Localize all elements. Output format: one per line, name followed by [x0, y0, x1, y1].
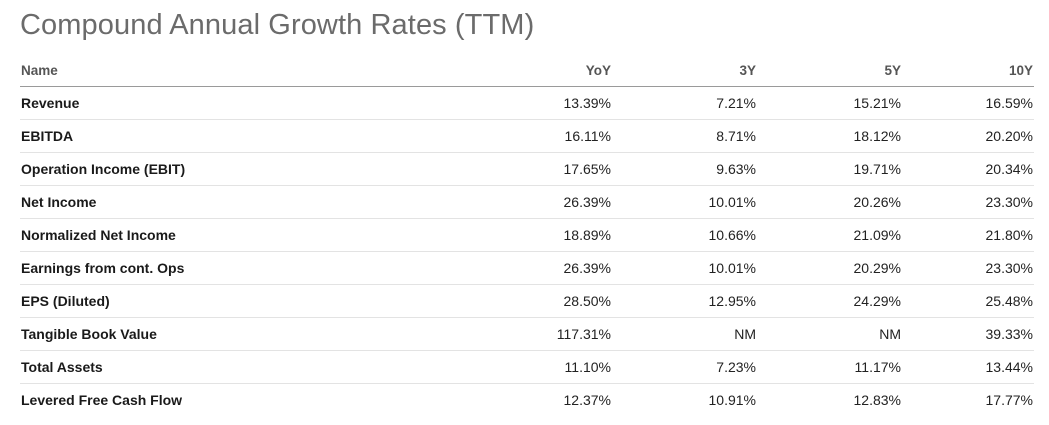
row-label: Levered Free Cash Flow	[21, 392, 183, 408]
row-label: EBITDA	[21, 128, 74, 144]
table-row: Operation Income (EBIT) 17.65% 9.63% 19.…	[20, 153, 1034, 186]
table-row: Tangible Book Value 117.31% NM NM 39.33%	[20, 318, 1034, 351]
value-yoy: 16.11%	[564, 128, 611, 144]
value-5y: 20.29%	[853, 260, 901, 276]
value-3y: 7.23%	[716, 359, 756, 375]
value-3y: 10.91%	[708, 392, 756, 408]
table-row: Revenue 13.39% 7.21% 15.21% 16.59%	[20, 87, 1034, 120]
value-5y: 11.17%	[854, 359, 901, 375]
value-yoy: 17.65%	[563, 161, 611, 177]
row-label: Net Income	[21, 194, 97, 210]
row-label: Operation Income (EBIT)	[21, 161, 186, 177]
value-10y: 20.34%	[985, 161, 1033, 177]
value-yoy: 13.39%	[563, 95, 611, 111]
value-3y: 10.01%	[708, 194, 756, 210]
value-3y: 12.95%	[708, 293, 756, 309]
value-3y: 8.71%	[716, 128, 756, 144]
value-5y: 24.29%	[853, 293, 901, 309]
growth-rates-table: Name YoY 3Y 5Y 10Y Revenue 13.39% 7.21% …	[20, 54, 1034, 416]
value-10y: 25.48%	[985, 293, 1033, 309]
table-header-row: Name YoY 3Y 5Y 10Y	[20, 54, 1034, 87]
table-row: EPS (Diluted) 28.50% 12.95% 24.29% 25.48…	[20, 285, 1034, 318]
value-3y: 7.21%	[716, 95, 756, 111]
value-5y: 15.21%	[853, 95, 901, 111]
value-yoy: 11.10%	[564, 359, 611, 375]
table-row: Net Income 26.39% 10.01% 20.26% 23.30%	[20, 186, 1034, 219]
value-10y: 20.20%	[985, 128, 1033, 144]
column-header-name[interactable]: Name	[21, 62, 58, 78]
table-row: EBITDA 16.11% 8.71% 18.12% 20.20%	[20, 120, 1034, 153]
value-5y: NM	[879, 326, 901, 342]
value-5y: 12.83%	[853, 392, 901, 408]
value-10y: 23.30%	[985, 260, 1033, 276]
value-yoy: 26.39%	[563, 260, 611, 276]
table-row: Total Assets 11.10% 7.23% 11.17% 13.44%	[20, 351, 1034, 384]
value-10y: 16.59%	[985, 95, 1033, 111]
row-label: Earnings from cont. Ops	[21, 260, 185, 276]
value-5y: 18.12%	[853, 128, 901, 144]
table-row: Normalized Net Income 18.89% 10.66% 21.0…	[20, 219, 1034, 252]
value-5y: 21.09%	[853, 227, 901, 243]
value-10y: 13.44%	[985, 359, 1033, 375]
value-3y: 10.01%	[708, 260, 756, 276]
table-row: Earnings from cont. Ops 26.39% 10.01% 20…	[20, 252, 1034, 285]
value-10y: 39.33%	[985, 326, 1033, 342]
value-3y: NM	[734, 326, 756, 342]
value-5y: 19.71%	[853, 161, 901, 177]
value-10y: 17.77%	[985, 392, 1033, 408]
row-label: Tangible Book Value	[21, 326, 157, 342]
value-10y: 21.80%	[985, 227, 1033, 243]
value-yoy: 12.37%	[563, 392, 611, 408]
value-yoy: 18.89%	[563, 227, 611, 243]
value-3y: 10.66%	[708, 227, 756, 243]
row-label: Total Assets	[21, 359, 103, 375]
row-label: Revenue	[21, 95, 80, 111]
value-3y: 9.63%	[716, 161, 756, 177]
column-header-10y[interactable]: 10Y	[1008, 62, 1033, 78]
value-yoy: 26.39%	[563, 194, 611, 210]
row-label: EPS (Diluted)	[21, 293, 110, 309]
value-10y: 23.30%	[985, 194, 1033, 210]
column-header-3y[interactable]: 3Y	[739, 62, 756, 78]
table-row: Levered Free Cash Flow 12.37% 10.91% 12.…	[20, 384, 1034, 416]
value-yoy: 28.50%	[563, 293, 611, 309]
column-header-yoy[interactable]: YoY	[585, 62, 611, 78]
column-header-5y[interactable]: 5Y	[884, 62, 901, 78]
page-title: Compound Annual Growth Rates (TTM)	[20, 9, 535, 41]
row-label: Normalized Net Income	[21, 227, 176, 243]
value-5y: 20.26%	[853, 194, 901, 210]
value-yoy: 117.31%	[556, 326, 611, 342]
